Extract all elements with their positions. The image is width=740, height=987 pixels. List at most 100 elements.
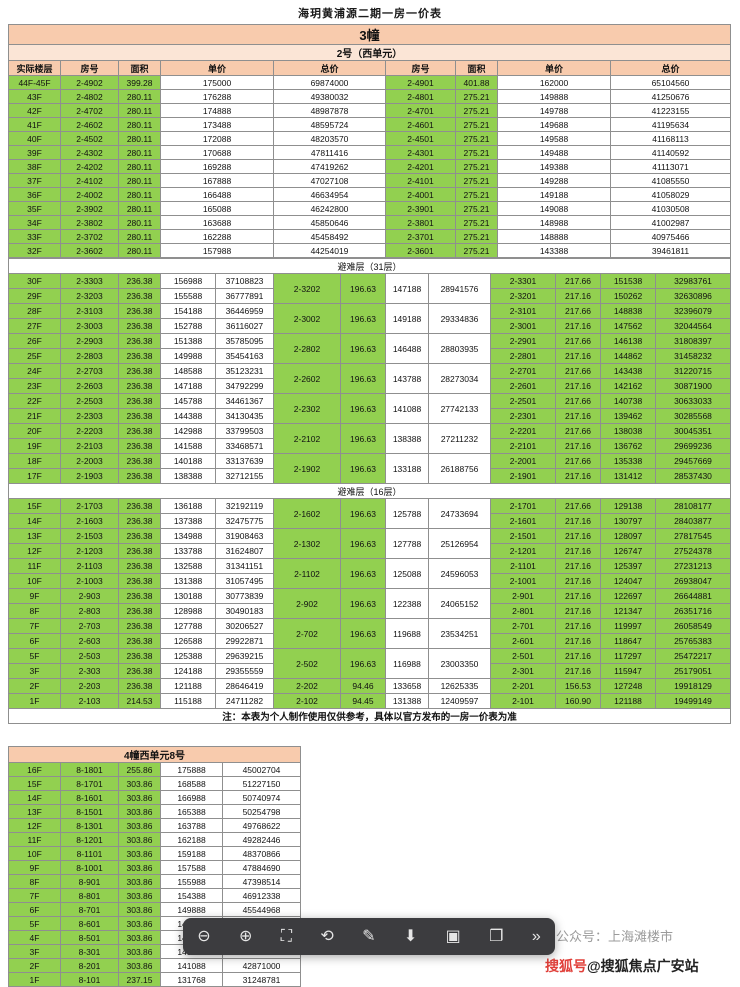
rotate-icon[interactable]: ⟲ [320,928,334,945]
cell: 45002704 [222,762,301,777]
zoom-out-icon[interactable]: ⊖ [197,928,211,945]
cell: 2-702 [273,618,341,649]
cell: 140188 [160,453,216,469]
crop-icon[interactable]: ▣ [445,928,461,945]
cell: 41F [8,117,61,132]
cell: 35454163 [215,348,274,364]
cell: 44F-45F [8,75,61,90]
table-row: 22F 2-2503 236.38 145788 34461367 2-2302 196.6… [8,393,731,424]
zoom-in-icon[interactable]: ⊕ [238,928,253,945]
refuge-31-label: 避难层（31层） [8,258,731,274]
table-row: 10F 2-1003 236.38 131388 31057495 2-1001 217.1… [8,573,731,589]
cell: 280.11 [118,131,161,146]
cell: 145788 [160,393,216,409]
cell: 280.11 [118,229,161,244]
cell: 303.86 [118,790,161,805]
cell: 2-2701 [490,363,556,379]
cell: 280.11 [118,103,161,118]
cell: 32F [8,243,61,258]
cell: 275.21 [455,187,498,202]
cell: 280.11 [118,117,161,132]
table-row: 38F 2-4202 280.11 169288 47419262 2-4201 275.2… [8,159,731,174]
cell: 2-1203 [60,543,119,559]
cell: 131412 [600,468,656,484]
cell: 2-1601 [490,513,556,529]
cell: 141588 [160,438,216,454]
cell: 303.86 [118,888,161,903]
cell: 8-1701 [60,776,119,791]
cell: 149188 [497,187,611,202]
cell: 2-4001 [385,187,456,202]
table-row: 36F 2-4002 280.11 166488 46634954 2-4001 275.2… [8,187,731,202]
table-row: 6F 2-603 236.38 126588 29922871 2-601 217.16 11… [8,633,731,649]
cell: 149188 [385,303,429,334]
cell: 133658 [385,678,429,694]
cell: 236.38 [118,528,161,544]
building3-top-rows: 44F-45F 2-4902 399.28 175000 69874000 2-4901 4… [8,75,731,258]
cell: 17F [8,468,61,484]
cell: 25472217 [655,648,731,664]
cell: 48595724 [273,117,386,132]
cell: 196.63 [340,648,386,679]
share-icon[interactable]: ❐ [489,928,504,945]
cell: 27211232 [428,423,491,454]
cell: 2-2903 [60,333,119,349]
cell: 2-3901 [385,201,456,216]
cell: 217.16 [555,588,601,604]
cell: 217.16 [555,288,601,304]
cell: 149488 [497,145,611,160]
cell: 2-3303 [60,273,119,289]
cell: 2-4002 [60,187,119,202]
cell: 30285568 [655,408,731,424]
cell: 1F [8,693,61,709]
cell: 36116027 [215,318,274,334]
cell: 25765383 [655,633,731,649]
table-row: 16F 8-1801 255.86 175888 45002704 [8,762,301,777]
table-row: 34F 2-3802 280.11 163688 45850646 2-3801 275.2… [8,215,731,230]
cell: 2-2102 [273,423,341,454]
cell: 36777891 [215,288,274,304]
cell: 2-3702 [60,229,119,244]
cell: 126588 [160,633,216,649]
save-icon[interactable]: ⬇ [403,928,418,945]
edit-icon[interactable]: ✎ [362,928,376,945]
cell: 236.38 [118,633,161,649]
page-title: 海玥黄浦源二期一房一价表 [298,8,442,20]
cell: 149888 [497,89,611,104]
col-header-unit-price: 单价 [160,60,274,76]
cell: 303.86 [118,930,161,945]
cell: 8-1301 [60,818,119,833]
cell: 2-2601 [490,378,556,394]
cell: 150262 [600,288,656,304]
cell: 30045351 [655,423,731,439]
cell: 159188 [160,846,223,861]
more-icon[interactable]: » [531,928,541,945]
cell: 2F [8,958,61,973]
cell: 129138 [600,498,656,514]
cell: 26F [8,333,61,349]
cell: 2-803 [60,603,119,619]
cell: 2-1003 [60,573,119,589]
cell: 165388 [160,804,223,819]
cell: 6F [8,902,61,917]
cell: 2-2803 [60,348,119,364]
cell: 156.53 [555,678,601,694]
cell: 125388 [160,648,216,664]
image-toolbar[interactable]: ⊖ ⊕ ⛶ ⟲ ✎ ⬇ ▣ ❐ » [183,918,555,955]
cell: 31458232 [655,348,731,364]
cell: 47398514 [222,874,301,889]
cell: 2-4801 [385,89,456,104]
col-header-room: 房号 [60,60,119,76]
cell: 16F [8,762,61,777]
cell: 217.16 [555,348,601,364]
cell: 2-103 [60,693,119,709]
cell: 2-4601 [385,117,456,132]
note-section: 注：本表为个人制作使用仅供参考，具体以官方发布的一房一价表为准 [8,708,731,724]
building4-title: 4幢西单元8号 [8,746,301,763]
cell: 303.86 [118,818,161,833]
table-row: 11F 8-1201 303.86 162188 49282446 [8,832,301,847]
fit-screen-icon[interactable]: ⛶ [280,928,292,945]
cell: 2-1503 [60,528,119,544]
cell: 140738 [600,393,656,409]
cell: 217.16 [555,528,601,544]
